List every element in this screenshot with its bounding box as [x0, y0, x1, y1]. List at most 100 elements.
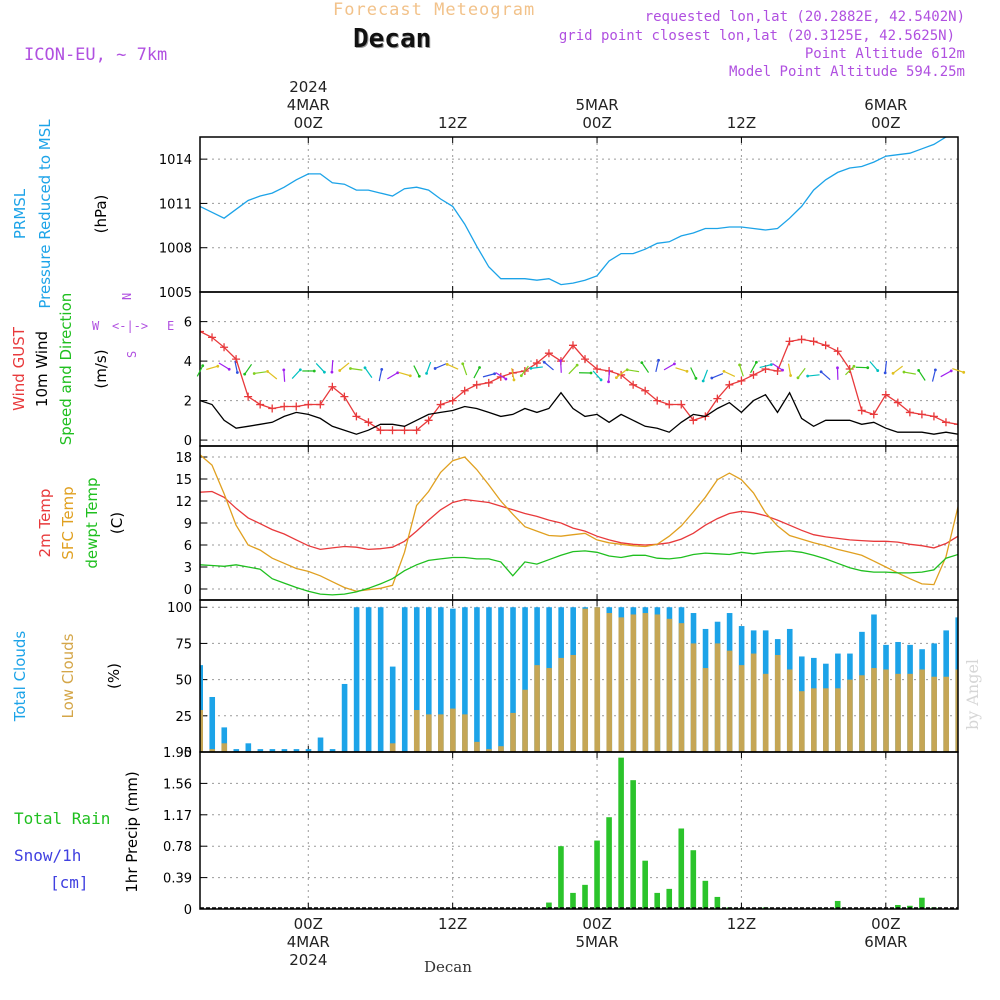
low-cloud-bar [714, 643, 721, 752]
low-cloud-bar [835, 688, 841, 752]
legend-snow: Snow/1h [14, 846, 81, 865]
panel-label: (m/s) [92, 349, 110, 388]
wind-direction-arrow [759, 364, 772, 369]
wind-arrow-head [866, 366, 870, 370]
gust-marker [292, 402, 301, 411]
low-cloud-bar [582, 608, 589, 752]
wind-direction-arrow [520, 365, 529, 377]
wind-direction-arrow [462, 363, 468, 376]
precip-bar [714, 896, 721, 909]
wind-direction-arrow [940, 370, 952, 378]
wind-direction-arrow [196, 365, 204, 377]
total-cloud-bar [0, 607, 6, 752]
gust-marker [436, 400, 445, 409]
gust-marker [400, 426, 409, 435]
wind-direction-arrow [434, 363, 447, 369]
wind-direction-arrow [234, 360, 238, 373]
wind-direction-arrow [884, 360, 888, 373]
low-cloud-bar [654, 614, 661, 752]
precip-bar [0, 889, 6, 909]
y-tick-label: 100 [167, 601, 192, 616]
precip-bar [0, 904, 6, 909]
low-cloud-bar [630, 614, 637, 752]
bottom-time-label: 00Z [582, 915, 611, 933]
panel-frame [199, 599, 959, 753]
precip-bar [678, 828, 685, 909]
y-tick-label: 50 [175, 674, 192, 689]
wind-direction-arrow [807, 374, 820, 377]
wind-direction-arrow [903, 371, 916, 375]
total-cloud-bar [0, 628, 6, 752]
wind-arrow-head [227, 367, 231, 371]
wind-direction-arrow [739, 364, 744, 377]
low-cloud-bar [606, 613, 613, 752]
gust-marker [617, 370, 626, 379]
wind-arrow-head [252, 372, 256, 375]
wind-direction-arrow [892, 365, 903, 374]
total-cloud-bar [522, 607, 528, 752]
gust-marker [929, 412, 938, 421]
gust-marker [665, 400, 674, 409]
wind-arrow-head [312, 369, 316, 373]
low-cloud-bar [0, 668, 6, 752]
precip-bar [582, 884, 588, 909]
total-cloud-bar [305, 749, 312, 752]
panel-label: 1hr Precip (mm) [123, 771, 141, 892]
gust-marker [629, 380, 638, 389]
low-cloud-bar [774, 655, 781, 752]
panel-label: Wind GUST [10, 326, 28, 411]
low-cloud-bar [546, 668, 552, 752]
total-cloud-bar [498, 607, 504, 752]
compass-south: S [125, 351, 139, 358]
low-cloud-bar [991, 710, 997, 752]
gust-marker [581, 355, 590, 364]
low-cloud-bar [0, 678, 6, 752]
precip-bar [630, 780, 636, 909]
bottom-time-label: 00Z [294, 915, 323, 933]
wind-arrow-head [796, 376, 800, 380]
y-tick-label: 1014 [159, 153, 192, 168]
y-tick-label: 12 [175, 495, 192, 510]
gust-marker [532, 359, 541, 368]
total-cloud-bar [329, 749, 336, 752]
y-tick-label: 1.17 [163, 809, 192, 824]
wind-direction-arrow [398, 371, 411, 377]
wind-direction-arrow [952, 368, 964, 373]
low-cloud-bar [0, 687, 6, 752]
y-tick-label: 9 [184, 517, 192, 532]
wind-arrow-head [417, 374, 421, 378]
panel-frame [199, 291, 959, 447]
low-cloud-bar [762, 673, 769, 752]
wind-arrow-head [614, 376, 618, 380]
low-cloud-bar [200, 710, 203, 752]
wind-arrow-head [949, 369, 953, 373]
gust-marker [568, 341, 577, 350]
low-cloud-bar [474, 741, 480, 752]
bottom-time-label: 6MAR [864, 933, 907, 951]
low-cloud-bar [450, 708, 456, 752]
wind-arrow-head [542, 360, 546, 364]
wind-arrow-head [769, 363, 773, 367]
gust-marker [737, 376, 746, 385]
low-cloud-bar [642, 613, 649, 752]
low-cloud-bar [498, 746, 504, 752]
wind-direction-arrow [663, 363, 675, 371]
wind-direction-arrow [267, 370, 278, 380]
precip-bar [0, 854, 6, 909]
gust-marker [917, 410, 926, 419]
low-cloud-bar [798, 691, 805, 752]
low-cloud-bar [907, 673, 913, 752]
wind-direction-arrow [530, 366, 543, 369]
wind-arrow-head [933, 368, 937, 372]
wind-direction-arrow [772, 363, 783, 371]
y-tick-label: 0 [184, 434, 192, 449]
total-cloud-bar [991, 629, 997, 752]
wind-arrow-head [396, 371, 400, 375]
precip-bar [654, 892, 661, 909]
wind-arrow-head [493, 372, 496, 376]
panel-label: SFC Temp [59, 486, 77, 559]
wind-direction-arrow [607, 369, 611, 382]
gust-marker [220, 343, 229, 352]
precip-bar [0, 872, 6, 909]
